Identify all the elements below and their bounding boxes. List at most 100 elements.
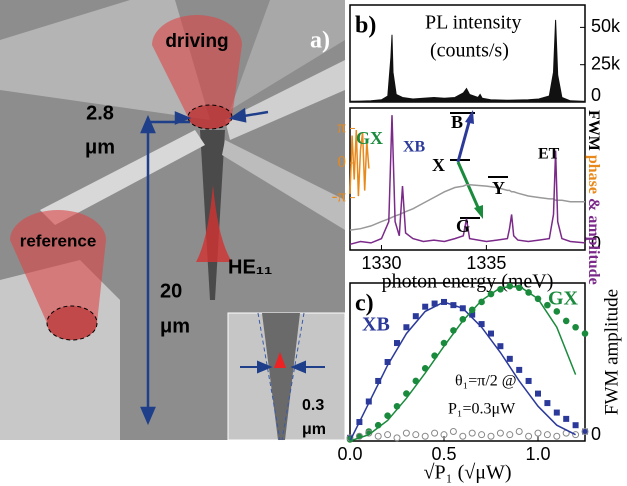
point bbox=[431, 300, 438, 307]
dimension-arrows bbox=[140, 107, 269, 426]
spectrum-area bbox=[349, 19, 586, 103]
point bbox=[562, 317, 570, 325]
point bbox=[543, 431, 551, 439]
point bbox=[525, 432, 533, 440]
annotation: B bbox=[451, 112, 463, 132]
point bbox=[403, 324, 410, 331]
dimension-label: 0.3 bbox=[302, 397, 324, 414]
point bbox=[515, 428, 523, 436]
x-tick-label: 1335 bbox=[466, 253, 506, 273]
annotation: XB bbox=[362, 314, 390, 336]
point bbox=[384, 359, 391, 365]
point bbox=[478, 431, 486, 439]
fit-line bbox=[349, 285, 577, 442]
driving-cone bbox=[152, 15, 242, 129]
inset-mode bbox=[274, 352, 286, 368]
point bbox=[459, 316, 467, 323]
point bbox=[572, 422, 579, 429]
point bbox=[394, 340, 400, 347]
annotation: Y bbox=[492, 178, 505, 198]
y2-tick-label: π bbox=[337, 117, 346, 136]
panel-label: b) bbox=[355, 13, 376, 39]
point bbox=[422, 303, 429, 310]
y2-tick-label: 0 bbox=[338, 152, 347, 171]
annotation: θ₁=π/2 @ bbox=[455, 373, 517, 390]
y-tick-label: 0 bbox=[591, 424, 601, 444]
point bbox=[421, 432, 429, 440]
point bbox=[468, 429, 476, 437]
y-axis-label-part: & amplitude bbox=[585, 198, 602, 285]
reference-spot bbox=[46, 305, 98, 341]
point bbox=[534, 429, 542, 437]
mode-profile bbox=[196, 185, 232, 262]
annotation: ET bbox=[538, 146, 560, 163]
series-line bbox=[349, 115, 586, 246]
point bbox=[384, 431, 392, 439]
point bbox=[506, 431, 514, 439]
annotation: P₁=0.3μW bbox=[448, 401, 516, 418]
driving-spot bbox=[187, 104, 233, 130]
x-tick-label: 1.0 bbox=[525, 444, 550, 464]
annotation: XB bbox=[403, 139, 426, 156]
annotation: (counts/s) bbox=[430, 40, 509, 62]
y-axis-label: FWM amplitude bbox=[601, 289, 622, 415]
y-axis-label-part: FWM bbox=[585, 110, 602, 151]
x-tick-label: 1330 bbox=[361, 253, 401, 273]
x-tick-label: 0.0 bbox=[337, 444, 362, 464]
arrow-head bbox=[140, 114, 156, 134]
point bbox=[572, 431, 580, 439]
sem-image: a) driving 2.8 μm reference HE₁₁ 20 μm 0… bbox=[0, 0, 346, 441]
fit-line bbox=[349, 301, 576, 442]
point bbox=[544, 301, 551, 309]
y-tick-label: 0 bbox=[591, 233, 601, 253]
mode-label: HE₁₁ bbox=[228, 256, 272, 278]
point bbox=[506, 355, 513, 362]
annotation: PL intensity bbox=[425, 12, 521, 34]
inset-arrows bbox=[240, 360, 325, 374]
inset-edge bbox=[281, 312, 305, 441]
point bbox=[516, 366, 523, 373]
point bbox=[553, 308, 561, 315]
point bbox=[412, 313, 419, 320]
point bbox=[497, 343, 504, 350]
point bbox=[563, 415, 570, 422]
spot-label: reference bbox=[20, 231, 97, 250]
dimension-label: 20 bbox=[160, 280, 182, 302]
arrow-head bbox=[474, 205, 483, 219]
point bbox=[553, 432, 561, 440]
arrow-head bbox=[174, 111, 192, 125]
y-tick-label: 0 bbox=[591, 85, 601, 105]
point bbox=[469, 311, 476, 318]
point bbox=[431, 429, 439, 437]
y-tick-label: 50k bbox=[591, 16, 621, 36]
point bbox=[478, 298, 485, 306]
panel-label: a) bbox=[310, 28, 330, 54]
point bbox=[459, 432, 467, 440]
inset-edge bbox=[257, 312, 281, 441]
point bbox=[384, 412, 391, 420]
series-line bbox=[349, 183, 585, 231]
annotation: GX bbox=[548, 288, 579, 310]
point bbox=[581, 330, 589, 337]
point bbox=[572, 323, 579, 331]
transition-arrow bbox=[456, 161, 482, 213]
spot-label: driving bbox=[165, 31, 228, 52]
point bbox=[440, 431, 448, 439]
point bbox=[581, 428, 589, 436]
dimension-unit: μm bbox=[160, 315, 190, 337]
inset-wire bbox=[262, 313, 300, 440]
point bbox=[374, 432, 382, 440]
y-tick-label: 25k bbox=[591, 53, 621, 73]
point bbox=[553, 409, 560, 416]
point bbox=[525, 377, 532, 384]
point bbox=[535, 390, 541, 397]
arrow-head bbox=[257, 360, 273, 374]
beam bbox=[222, 140, 345, 230]
point bbox=[478, 321, 485, 328]
point bbox=[449, 428, 457, 436]
panel-label: c) bbox=[355, 291, 374, 317]
point bbox=[496, 429, 504, 437]
y2-tick-label: -π bbox=[332, 187, 347, 206]
series-line bbox=[349, 129, 370, 197]
point bbox=[488, 330, 494, 337]
